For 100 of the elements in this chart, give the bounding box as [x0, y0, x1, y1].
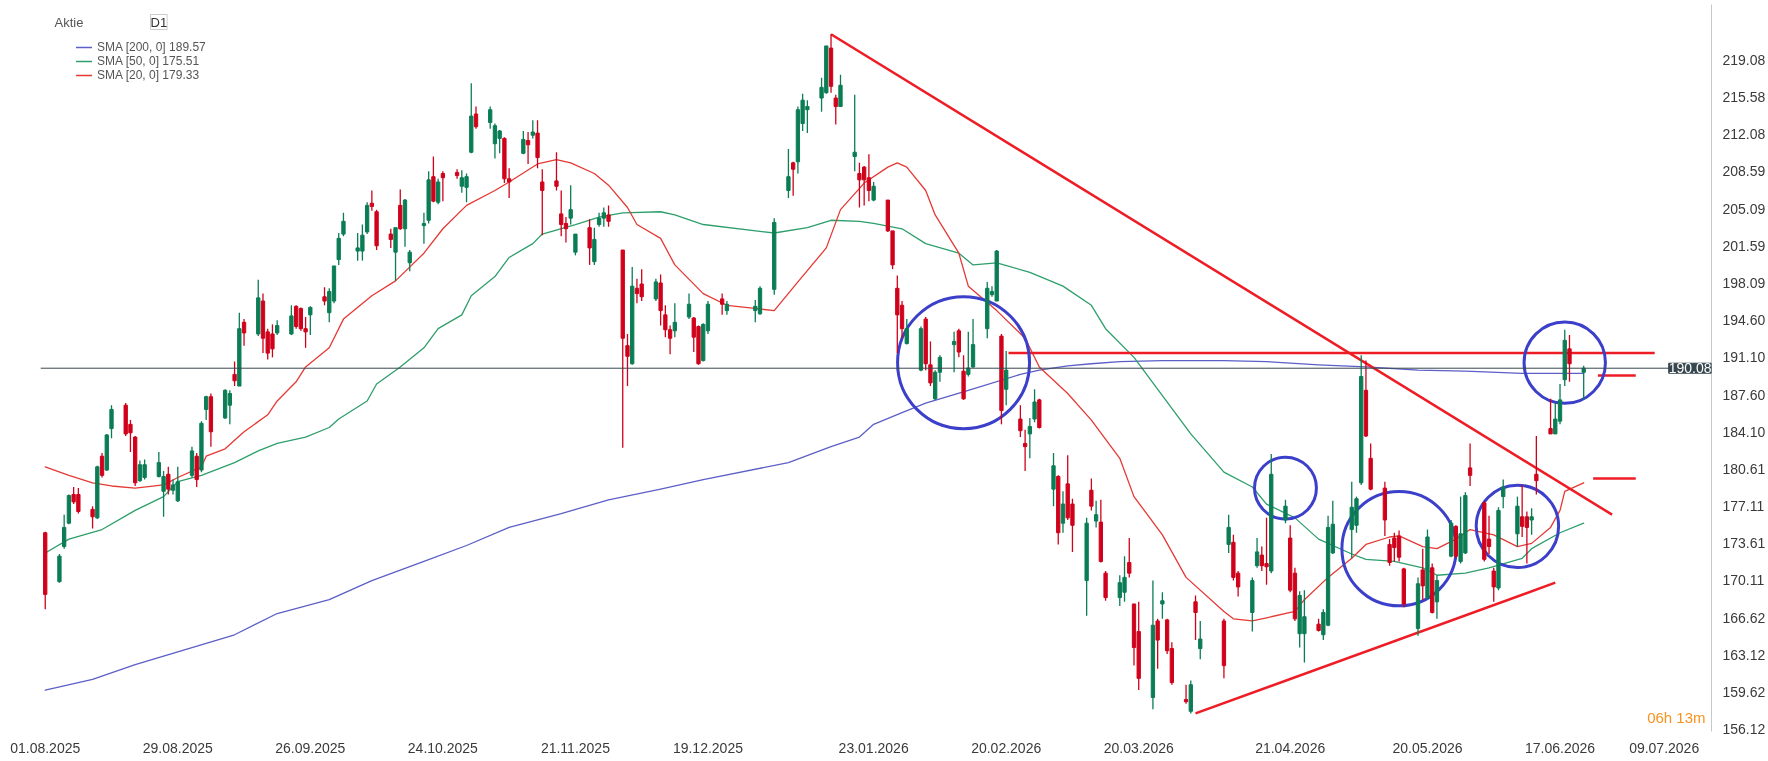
- y-tick-label: 191.10: [1722, 349, 1766, 366]
- candlestick: [1491, 567, 1496, 603]
- candlestick: [587, 218, 592, 266]
- candlestick: [720, 292, 725, 316]
- candlestick: [866, 153, 872, 202]
- candlestick: [454, 168, 460, 180]
- candlestick: [1027, 417, 1032, 459]
- candlestick: [904, 318, 909, 346]
- y-tick-label: 201.59: [1722, 237, 1766, 254]
- candlestick: [1004, 350, 1009, 406]
- candlestick: [540, 168, 545, 236]
- candlestick: [1420, 548, 1425, 601]
- x-tick-label: 24.10.2025: [407, 739, 479, 756]
- x-tick-label: 01.08.2025: [10, 739, 81, 756]
- candlestick: [1127, 537, 1132, 579]
- candlestick: [601, 206, 606, 228]
- y-tick-label: 173.61: [1722, 535, 1766, 552]
- text: D1: [150, 14, 168, 30]
- candlestick: [341, 212, 346, 237]
- candlestick: [951, 331, 957, 373]
- y-tick-label: 184.10: [1722, 423, 1766, 440]
- candlestick: [653, 278, 659, 302]
- candlestick: [435, 178, 441, 205]
- candlestick: [1051, 452, 1056, 507]
- candlestick: [289, 304, 294, 336]
- candlestick: [1155, 618, 1160, 670]
- candlestick: [1198, 620, 1203, 660]
- candlestick: [852, 94, 857, 173]
- candlestick: [1501, 478, 1506, 509]
- candlestick: [1548, 398, 1553, 435]
- candlestick: [369, 189, 375, 212]
- candlestick: [62, 514, 67, 550]
- candlestick: [398, 188, 403, 231]
- candlestick: [1060, 490, 1066, 534]
- candlestick: [492, 122, 498, 160]
- candlestick: [686, 292, 692, 320]
- x-tick-label: 17.06.2026: [1524, 739, 1596, 756]
- candlestick: [1183, 684, 1189, 705]
- candlestick: [241, 318, 247, 347]
- legend-label: SMA [50, 0] 175.51: [97, 54, 200, 68]
- line-series: [44, 159, 1585, 622]
- x-tick-label: 19.12.2025: [672, 739, 744, 756]
- candlestick: [1193, 594, 1198, 641]
- candlestick: [1434, 574, 1440, 620]
- legend-label: SMA [200, 0] 189.57: [97, 40, 206, 54]
- candlestick: [592, 227, 597, 266]
- candlestick: [1254, 537, 1260, 569]
- x-tick-label: 20.03.2026: [1103, 739, 1174, 756]
- candlestick: [1467, 442, 1473, 487]
- candlestick: [530, 119, 535, 140]
- x-tick-label: 21.11.2025: [540, 739, 611, 756]
- y-tick-label: 194.60: [1722, 312, 1766, 329]
- candlestick: [1567, 334, 1572, 383]
- legend-label: SMA [20, 0] 179.33: [97, 68, 200, 82]
- candlestick: [109, 404, 114, 439]
- y-tick-label: 163.12: [1722, 646, 1766, 663]
- ref-line-label: 190.08: [1668, 360, 1712, 377]
- candlestick: [606, 204, 611, 228]
- candlestick: [857, 162, 862, 209]
- x-tick-label: 21.04.2026: [1255, 739, 1326, 756]
- y-tick-label: 170.11: [1722, 572, 1765, 589]
- candlestick: [956, 328, 961, 359]
- y-tick-label: 180.61: [1722, 460, 1766, 477]
- y-tick-label: 215.58: [1722, 89, 1766, 106]
- candlestick: [440, 170, 446, 202]
- candlestick: [928, 340, 933, 387]
- x-tick-label: 09.07.2026: [1629, 739, 1700, 756]
- y-tick-label: 208.59: [1722, 163, 1766, 180]
- candlestick: [573, 233, 578, 256]
- candlestick: [568, 184, 573, 226]
- candlestick: [407, 249, 412, 272]
- candlestick: [1519, 484, 1525, 538]
- candlestick: [1529, 507, 1534, 536]
- candlestick: [298, 306, 304, 332]
- candlestick: [634, 278, 640, 304]
- candlestick: [833, 94, 838, 126]
- y-tick-label: 198.09: [1722, 275, 1766, 292]
- y-tick-label: 159.62: [1722, 683, 1766, 700]
- candlestick: [308, 305, 313, 336]
- candlestick: [388, 228, 393, 249]
- candlestick: [1226, 514, 1231, 554]
- candlestick: [488, 105, 493, 130]
- candlestick: [1283, 499, 1288, 524]
- candlestick: [293, 304, 299, 330]
- candlestick: [554, 151, 559, 192]
- y-tick-label: 156.12: [1722, 721, 1766, 738]
- x-tick-label: 20.02.2026: [971, 739, 1042, 756]
- candlestick: [1093, 500, 1099, 529]
- candlestick: [1089, 477, 1094, 512]
- line-series: [44, 359, 1585, 691]
- candlestick: [672, 302, 677, 338]
- candlestick: [838, 74, 843, 108]
- candlestick: [625, 333, 630, 387]
- candlestick: [525, 131, 531, 165]
- candlestick: [563, 216, 569, 244]
- x-tick-label: 29.08.2025: [142, 739, 214, 756]
- y-tick-label: 187.60: [1722, 386, 1766, 403]
- candlestick: [1160, 591, 1165, 620]
- candlestick: [336, 232, 341, 266]
- candlestick: [90, 505, 95, 530]
